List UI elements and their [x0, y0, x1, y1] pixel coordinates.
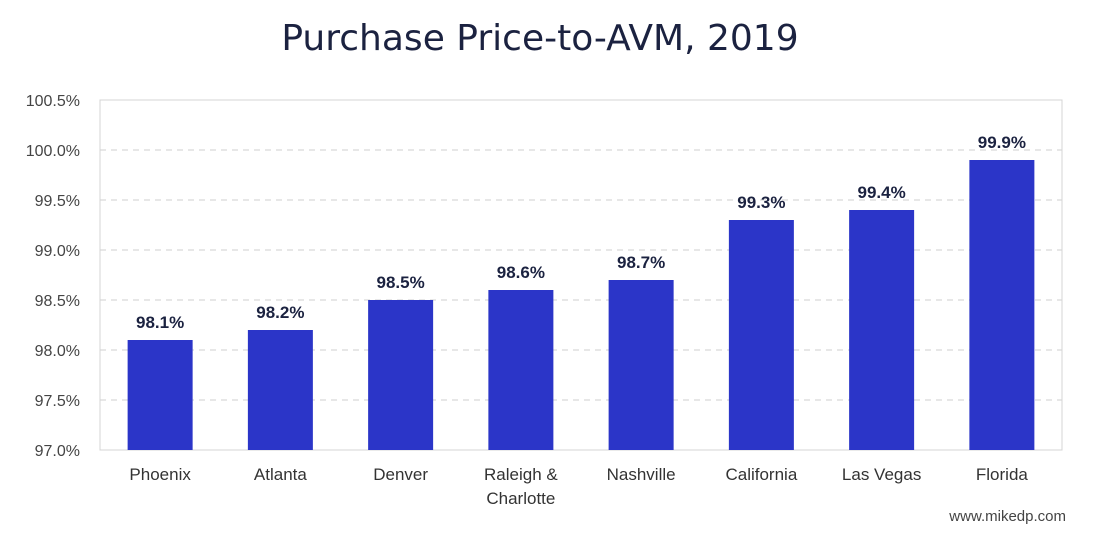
- bar: [127, 340, 193, 450]
- bar: [488, 290, 554, 450]
- y-tick-label: 97.0%: [35, 443, 80, 460]
- y-tick-label: 100.5%: [26, 93, 80, 110]
- bar: [969, 160, 1035, 450]
- y-tick-label: 100.0%: [26, 143, 80, 160]
- x-tick-label: Nashville: [607, 465, 676, 484]
- bar: [368, 300, 434, 450]
- data-label: 98.1%: [136, 313, 184, 332]
- bar: [608, 280, 674, 450]
- axis-layer: 97.0% 97.5% 98.0% 98.5% 99.0% 99.5% 100.0% 100.…: [26, 93, 1063, 508]
- data-label: 98.5%: [377, 273, 425, 292]
- data-label: 99.3%: [737, 193, 785, 212]
- x-tick-label: Denver: [373, 465, 428, 484]
- x-tick-label: Las Vegas: [842, 465, 921, 484]
- data-label: 98.6%: [497, 263, 545, 282]
- bar-layer: [127, 160, 1035, 450]
- plot-frame: [99, 99, 1063, 451]
- y-tick-label: 99.5%: [35, 193, 80, 210]
- data-label: 98.2%: [256, 303, 304, 322]
- x-tick-label: Raleigh & Charlotte: [484, 465, 558, 508]
- y-tick-label: 97.5%: [35, 393, 80, 410]
- y-tick-label: 99.0%: [35, 243, 80, 260]
- source-watermark: www.mikedp.com: [949, 508, 1066, 525]
- chart-title: Purchase Price-to-AVM, 2019: [281, 18, 799, 59]
- bar: [247, 330, 313, 450]
- label-layer: 98.1% 98.2% 98.5% 98.6% 98.7% 99.3% 99.4% 99.9%: [136, 133, 1026, 332]
- data-label: 98.7%: [617, 253, 665, 272]
- x-tick-label: Phoenix: [129, 465, 191, 484]
- grid-layer: [100, 149, 1062, 401]
- data-label: 99.4%: [858, 183, 906, 202]
- x-tick-label: Florida: [976, 465, 1029, 484]
- data-label: 99.9%: [978, 133, 1026, 152]
- bar: [728, 220, 794, 450]
- y-tick-label: 98.0%: [35, 343, 80, 360]
- y-tick-label: 98.5%: [35, 293, 80, 310]
- bar: [849, 210, 915, 450]
- x-tick-label: Atlanta: [254, 465, 307, 484]
- x-tick-label: California: [725, 465, 797, 484]
